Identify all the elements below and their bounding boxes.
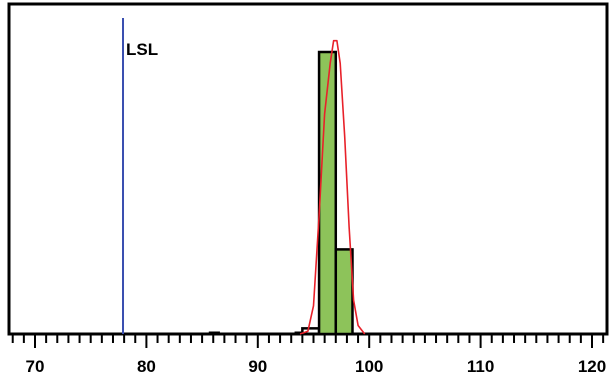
histogram-bar-fill-1 — [319, 52, 336, 334]
histogram-bar-1 — [317, 50, 338, 336]
reference-lines: LSL — [122, 18, 158, 334]
plot-border — [7, 2, 609, 336]
x-tick-label-100: 100 — [355, 357, 383, 376]
fit-curve-layer — [299, 39, 366, 335]
plot-frame — [7, 2, 609, 336]
histogram-bars — [208, 50, 354, 336]
distribution-fit-curve — [299, 39, 366, 335]
histogram-bar-0 — [301, 327, 321, 336]
x-tick-label-90: 90 — [248, 357, 267, 376]
x-tick-label-120: 120 — [578, 357, 606, 376]
x-tick-label-80: 80 — [137, 357, 156, 376]
histogram-bar-fill-2 — [335, 249, 353, 334]
x-tick-label-70: 70 — [26, 357, 45, 376]
x-axis: 70 80 90 100 110 120 — [11, 334, 606, 376]
x-tick-label-110: 110 — [467, 357, 494, 376]
reference-line-label-lsl: LSL — [126, 40, 158, 59]
